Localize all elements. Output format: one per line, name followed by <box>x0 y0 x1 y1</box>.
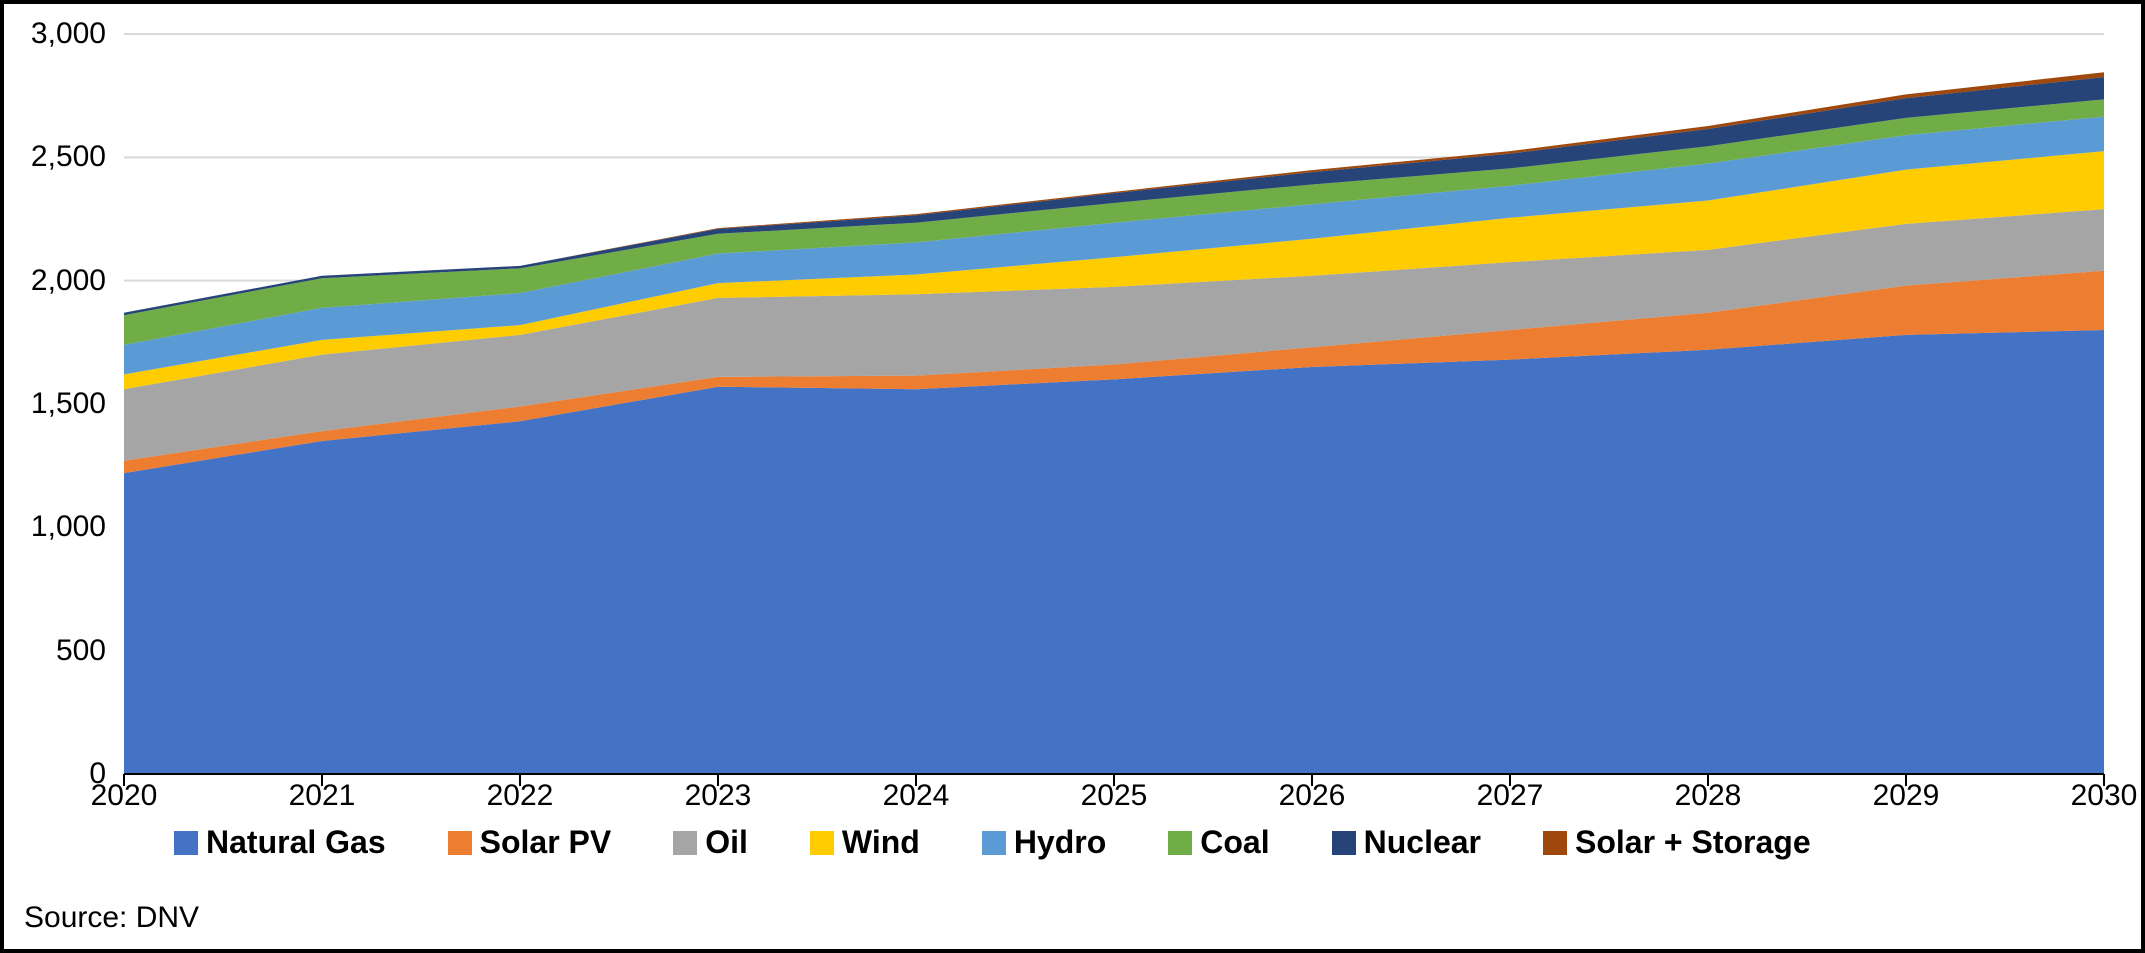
legend-item: Solar PV <box>448 824 612 861</box>
legend-item: Nuclear <box>1332 824 1481 861</box>
legend-label: Solar + Storage <box>1575 824 1811 861</box>
x-tick-label: 2026 <box>1279 779 1346 813</box>
legend-swatch <box>1332 831 1356 855</box>
legend-swatch <box>673 831 697 855</box>
y-tick-label: 3,000 <box>31 17 106 51</box>
y-tick-label: 1,000 <box>31 510 106 544</box>
legend-swatch <box>1543 831 1567 855</box>
y-axis: 05001,0001,5002,0002,5003,000 <box>4 34 114 774</box>
legend-swatch <box>448 831 472 855</box>
source-text: Source: DNV <box>24 901 199 935</box>
legend-item: Wind <box>810 824 920 861</box>
area-chart-svg <box>124 34 2104 774</box>
legend-label: Coal <box>1200 824 1269 861</box>
legend-label: Hydro <box>1014 824 1106 861</box>
legend-item: Coal <box>1168 824 1269 861</box>
y-tick-label: 1,500 <box>31 387 106 421</box>
x-tick-label: 2027 <box>1477 779 1544 813</box>
x-tick-label: 2029 <box>1873 779 1940 813</box>
legend-item: Solar + Storage <box>1543 824 1811 861</box>
x-tick-label: 2022 <box>487 779 554 813</box>
legend-swatch <box>982 831 1006 855</box>
legend-label: Nuclear <box>1364 824 1481 861</box>
chart-container: 05001,0001,5002,0002,5003,000 2020202120… <box>0 0 2145 953</box>
legend-item: Natural Gas <box>174 824 386 861</box>
x-tick-label: 2024 <box>883 779 950 813</box>
legend-swatch <box>810 831 834 855</box>
legend-label: Wind <box>842 824 920 861</box>
legend-swatch <box>1168 831 1192 855</box>
x-axis: 2020202120222023202420252026202720282029… <box>124 779 2104 819</box>
y-tick-label: 2,000 <box>31 264 106 298</box>
plot-area <box>124 34 2104 774</box>
x-tick-label: 2020 <box>91 779 158 813</box>
x-tick-label: 2030 <box>2071 779 2138 813</box>
legend-item: Oil <box>673 824 748 861</box>
x-tick-label: 2028 <box>1675 779 1742 813</box>
legend-label: Oil <box>705 824 748 861</box>
x-tick-label: 2023 <box>685 779 752 813</box>
legend-swatch <box>174 831 198 855</box>
y-tick-label: 2,500 <box>31 140 106 174</box>
legend-item: Hydro <box>982 824 1106 861</box>
x-tick-label: 2021 <box>289 779 356 813</box>
y-tick-label: 500 <box>56 634 106 668</box>
legend-label: Natural Gas <box>206 824 386 861</box>
legend: Natural Gas Solar PV Oil Wind Hydro Coal Nucle… <box>174 824 2094 861</box>
x-tick-label: 2025 <box>1081 779 1148 813</box>
legend-label: Solar PV <box>480 824 612 861</box>
